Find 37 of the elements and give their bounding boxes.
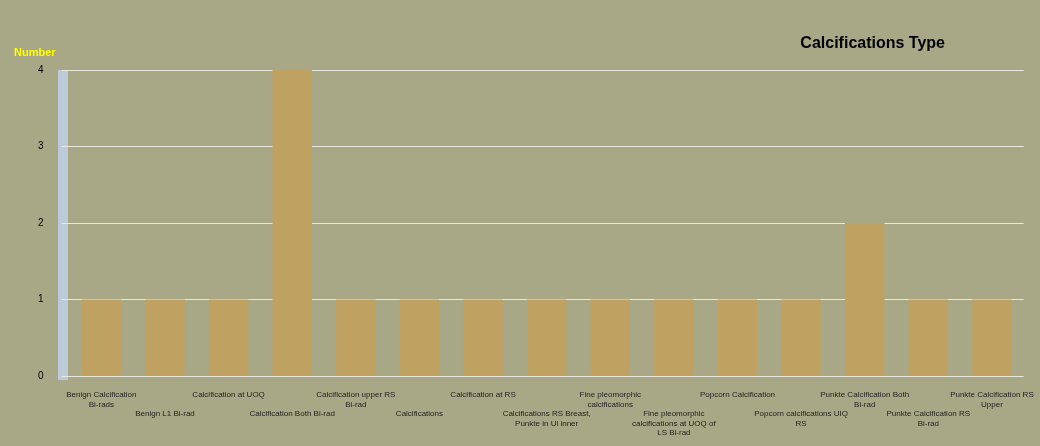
bar bbox=[336, 299, 376, 376]
x-tick-label: Popcorn Calcification bbox=[699, 390, 776, 399]
bar bbox=[208, 299, 249, 376]
bar bbox=[908, 299, 949, 376]
x-tick-label: Punkte Calcification RS Upper bbox=[950, 390, 1034, 409]
x-tick-label: Calcification at UOQ bbox=[192, 390, 265, 399]
x-tick-label: Punkte Calcification RS Bi-rad bbox=[886, 409, 971, 428]
y-tick-label: 2 bbox=[38, 216, 44, 228]
bar bbox=[145, 299, 185, 376]
x-tick-label: Calcifications RS Breast, Punkte in Ul inner bbox=[502, 409, 591, 428]
x-tick-label: Calcification upper RS Bi-rad bbox=[316, 390, 396, 409]
y-tick-label: 4 bbox=[38, 63, 44, 75]
bar bbox=[654, 299, 694, 376]
bar bbox=[463, 299, 503, 376]
x-tick-label: Popcorn calcifications UIQ RS bbox=[754, 409, 849, 428]
bar bbox=[590, 299, 630, 376]
x-tick-label: Calcification Both Bi-rad bbox=[249, 409, 335, 419]
bar bbox=[717, 299, 758, 376]
x-tick-label: Calcifications bbox=[395, 409, 443, 419]
x-tick-label: Fine pleomorphic calcifications at UOQ of LS Bi-rad bbox=[632, 409, 717, 438]
x-tick-label: Fine pleomorphic calcifications bbox=[579, 390, 641, 409]
bar bbox=[526, 299, 567, 376]
y-tick-label: 1 bbox=[38, 293, 44, 305]
x-tick-label: Benign Calcification Bi-rads bbox=[66, 390, 137, 409]
x-tick-label: Benign L1 Bi-rad bbox=[135, 409, 195, 419]
y-axis-title: Number bbox=[14, 46, 56, 58]
x-tick-label: Punkte Calcification Both Bi-rad bbox=[820, 390, 910, 409]
bar bbox=[781, 299, 821, 376]
y-tick-label: 0 bbox=[38, 369, 44, 381]
bar bbox=[272, 70, 312, 376]
bar bbox=[399, 299, 440, 376]
bar bbox=[844, 223, 885, 376]
chart-title: Calcifications Type bbox=[800, 34, 945, 52]
y-tick-label: 3 bbox=[38, 140, 44, 152]
bar bbox=[972, 299, 1012, 376]
x-tick-label: Calcification at RS bbox=[450, 390, 516, 399]
bar bbox=[81, 299, 122, 376]
